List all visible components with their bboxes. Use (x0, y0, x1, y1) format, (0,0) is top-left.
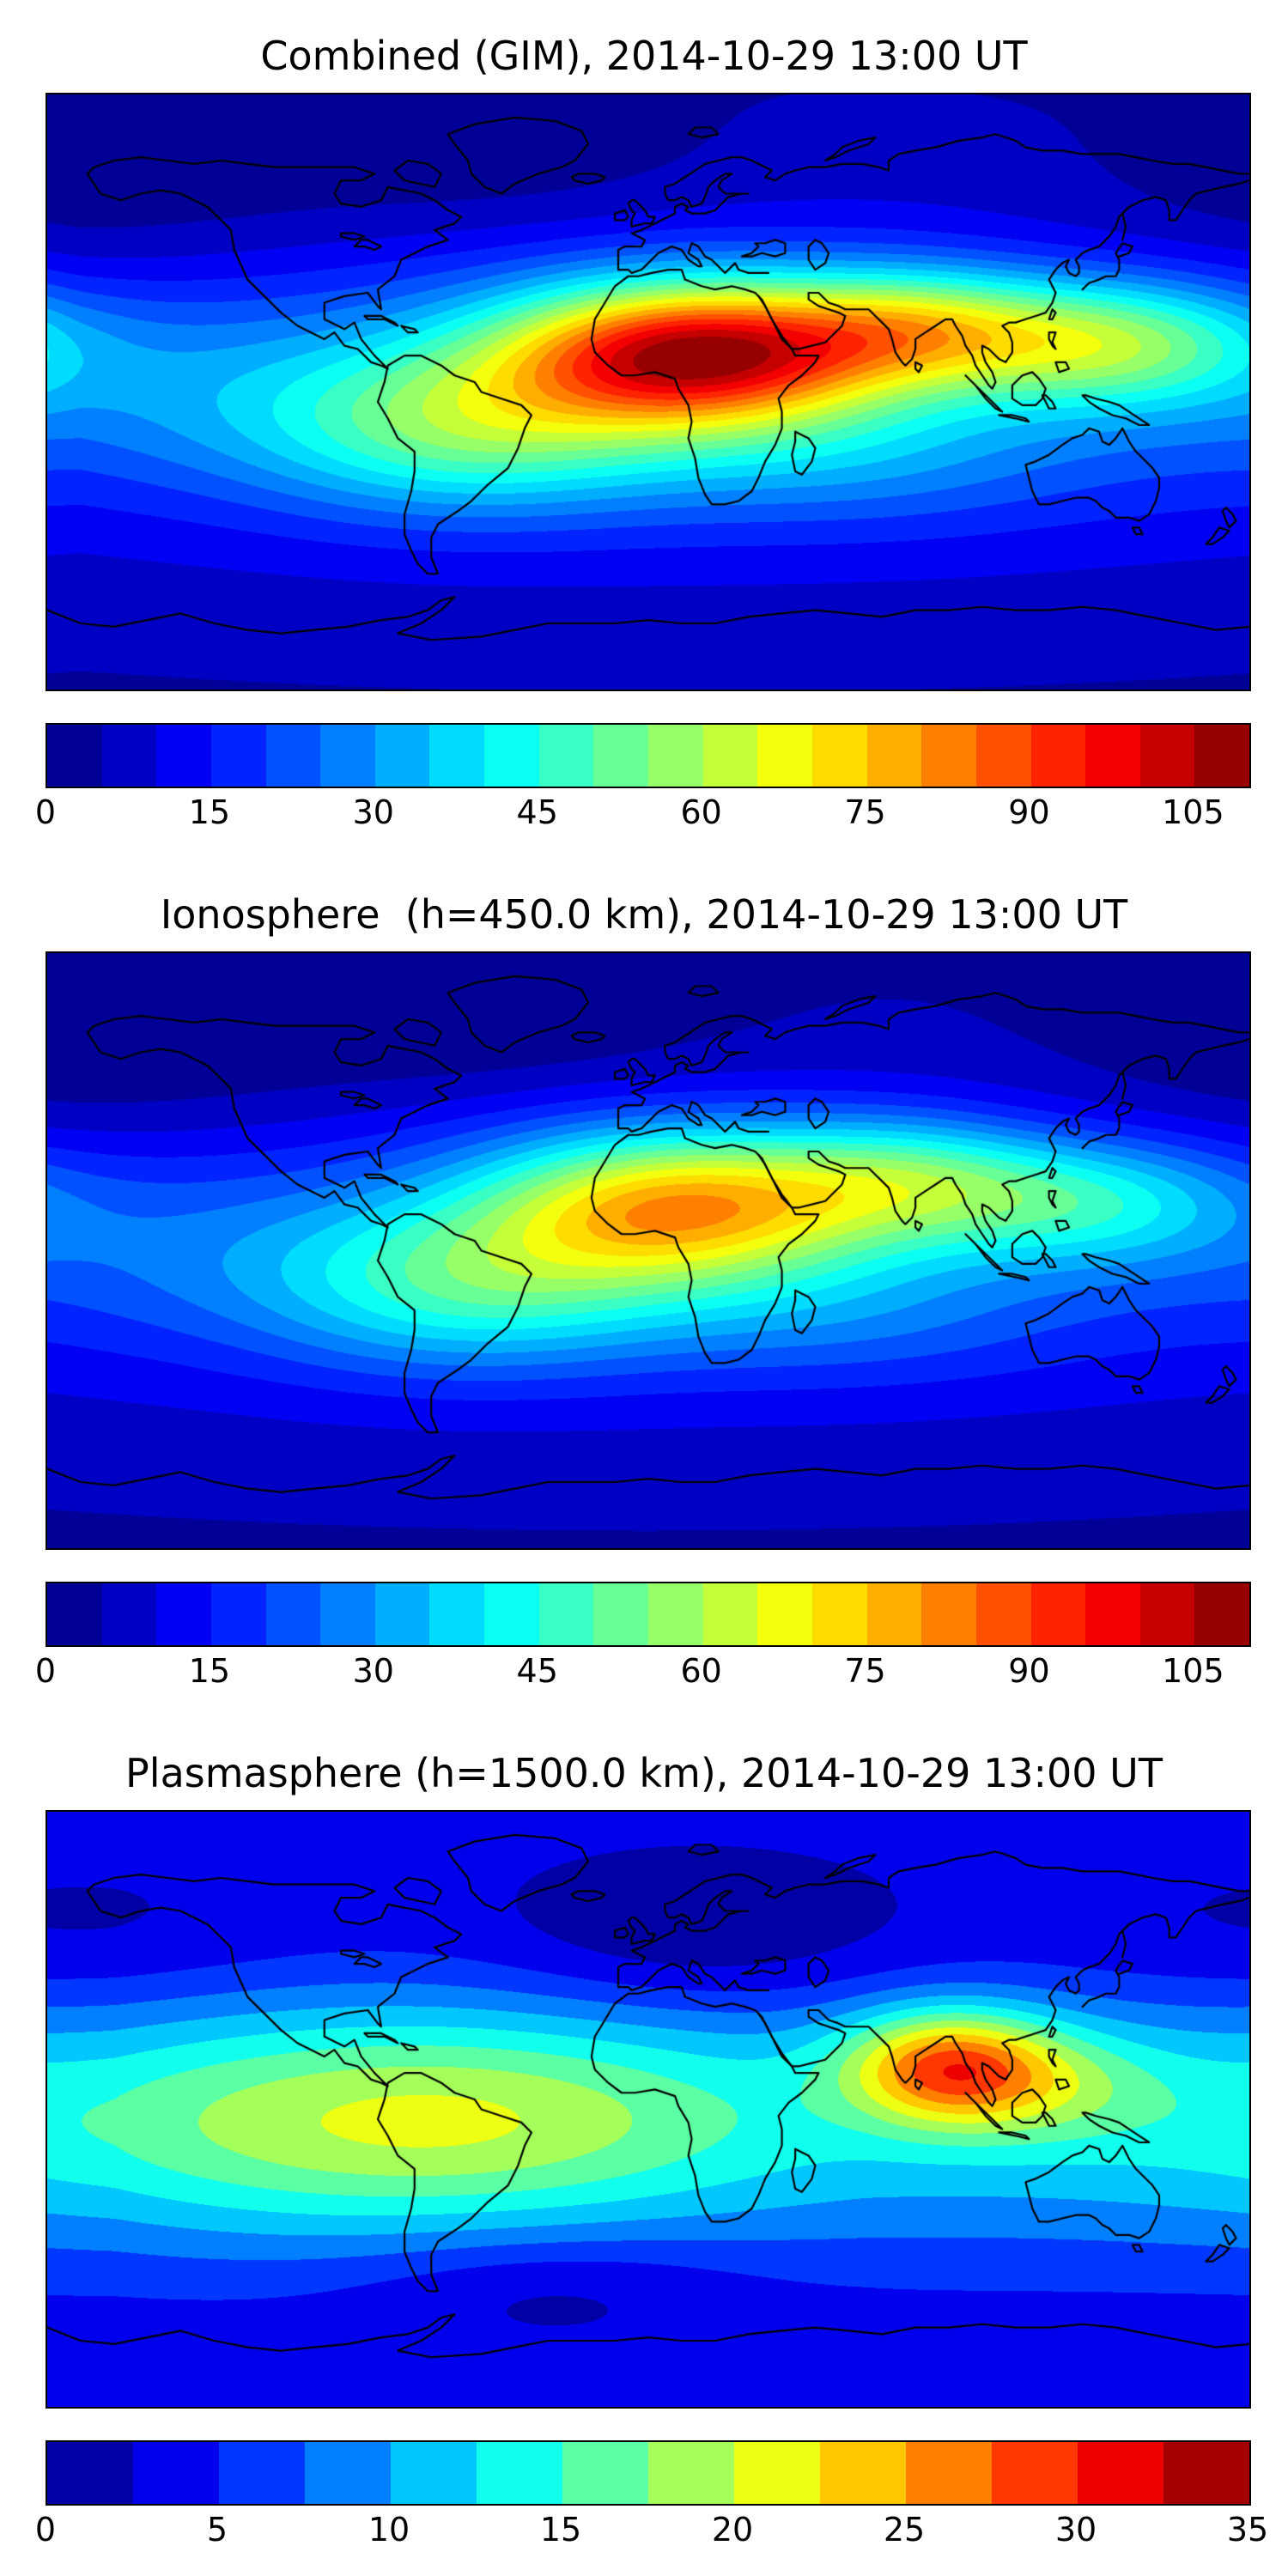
colorbar-segment (1139, 1583, 1195, 1645)
colorbar-segment (374, 725, 430, 787)
colorbar-tick-label: 15 (539, 2511, 582, 2549)
colorbar-segment (648, 725, 703, 787)
colorbar-tick-label: 30 (352, 1652, 394, 1690)
panel-title-plasmasphere: Plasmasphere (h=1500.0 km), 2014-10-29 1… (125, 1750, 1163, 1796)
colorbar-tick-label: 105 (1162, 793, 1224, 831)
colorbar-segment (320, 1583, 375, 1645)
world-tec-map-ionosphere (46, 951, 1251, 1550)
colorbar-segment (210, 1583, 266, 1645)
colorbar-segment (1085, 725, 1140, 787)
panel-title-combined: Combined (GIM), 2014-10-29 13:00 UT (260, 33, 1028, 79)
colorbar-segment (1078, 2442, 1163, 2504)
colorbar-segment (1194, 1583, 1250, 1645)
colorbar-segment (219, 2442, 305, 2504)
colorbar-segment (1139, 725, 1195, 787)
colorbar-segment (305, 2442, 391, 2504)
colorbar-tick-label: 0 (34, 793, 57, 831)
colorbar-segment (1030, 1583, 1086, 1645)
colorbar-segment (156, 725, 211, 787)
colorbar-segment (1194, 725, 1250, 787)
panel-title-ionosphere: Ionosphere (h=450.0 km), 2014-10-29 13:0… (160, 891, 1128, 938)
colorbar-segment (975, 725, 1031, 787)
colorbar-ticks-ionosphere: 0 15 30 45 60 75 90 105 (35, 1652, 1248, 1698)
colorbar-tick-label: 15 (188, 793, 231, 831)
colorbar-segment (866, 725, 922, 787)
colorbar-tick-label: 90 (1008, 793, 1050, 831)
colorbar-segment (921, 725, 976, 787)
colorbar-ticks-plasmasphere: 0 5 10 15 20 25 30 35 (35, 2511, 1268, 2557)
colorbar-segment (265, 725, 321, 787)
colorbar-segment (374, 1583, 430, 1645)
colorbar-segment (757, 725, 812, 787)
colorbar-segment (47, 1583, 102, 1645)
colorbar-segment (133, 2442, 219, 2504)
colorbar-combined (46, 723, 1251, 788)
colorbar-segment (734, 2442, 820, 2504)
colorbar-tick-label: 75 (844, 793, 886, 831)
colorbar-tick-label: 30 (352, 793, 394, 831)
colorbar-tick-label: 10 (368, 2511, 410, 2549)
colorbar-tick-label: 105 (1162, 1652, 1224, 1690)
colorbar-segment (484, 1583, 539, 1645)
colorbar-segment (1163, 2442, 1249, 2504)
colorbar-tick-label: 60 (680, 793, 722, 831)
colorbar-segment (265, 1583, 321, 1645)
colorbar-segment (484, 725, 539, 787)
colorbar-segment (1085, 1583, 1140, 1645)
panel-plasmasphere: Plasmasphere (h=1500.0 km), 2014-10-29 1… (0, 1717, 1288, 2576)
colorbar-tick-label: 25 (883, 2511, 926, 2549)
colorbar-segment (538, 1583, 594, 1645)
colorbar-tick-label: 45 (516, 1652, 558, 1690)
colorbar-tick-label: 30 (1054, 2511, 1097, 2549)
colorbar-plasmasphere (46, 2440, 1251, 2506)
colorbar-segment (593, 725, 649, 787)
colorbar-segment (156, 1583, 211, 1645)
colorbar-segment (702, 1583, 758, 1645)
colorbar-segment (320, 725, 375, 787)
colorbar-segment (906, 2442, 992, 2504)
colorbar-tick-label: 45 (516, 793, 558, 831)
colorbar-tick-label: 5 (206, 2511, 228, 2549)
colorbar-segment (820, 2442, 906, 2504)
colorbar-tick-label: 15 (188, 1652, 231, 1690)
world-tec-map-combined (46, 93, 1251, 691)
colorbar-tick-label: 75 (844, 1652, 886, 1690)
colorbar-segment (47, 725, 102, 787)
colorbar-segment (429, 1583, 485, 1645)
colorbar-ticks-combined: 0 15 30 45 60 75 90 105 (35, 793, 1248, 840)
colorbar-segment (593, 1583, 649, 1645)
colorbar-tick-label: 90 (1008, 1652, 1050, 1690)
colorbar-segment (992, 2442, 1078, 2504)
colorbar-segment (811, 725, 867, 787)
colorbar-segment (391, 2442, 477, 2504)
colorbar-segment (648, 2442, 734, 2504)
colorbar-segment (101, 1583, 157, 1645)
panel-combined-gim: Combined (GIM), 2014-10-29 13:00 UT 0 15 3… (0, 0, 1288, 859)
world-tec-map-plasmasphere (46, 1810, 1251, 2409)
colorbar-segment (210, 725, 266, 787)
colorbar-tick-label: 20 (711, 2511, 754, 2549)
colorbar-segment (648, 1583, 703, 1645)
colorbar-tick-label: 0 (34, 2511, 57, 2549)
panel-ionosphere: Ionosphere (h=450.0 km), 2014-10-29 13:0… (0, 859, 1288, 1717)
colorbar-segment (1030, 725, 1086, 787)
colorbar-tick-label: 60 (680, 1652, 722, 1690)
colorbar-segment (538, 725, 594, 787)
colorbar-segment (866, 1583, 922, 1645)
colorbar-segment (477, 2442, 562, 2504)
colorbar-tick-label: 35 (1226, 2511, 1269, 2549)
colorbar-segment (101, 725, 157, 787)
colorbar-segment (47, 2442, 133, 2504)
colorbar-segment (702, 725, 758, 787)
colorbar-tick-label: 0 (34, 1652, 57, 1690)
colorbar-segment (921, 1583, 976, 1645)
colorbar-segment (562, 2442, 648, 2504)
colorbar-ionosphere (46, 1582, 1251, 1647)
colorbar-segment (975, 1583, 1031, 1645)
colorbar-segment (429, 725, 485, 787)
colorbar-segment (811, 1583, 867, 1645)
colorbar-segment (757, 1583, 812, 1645)
